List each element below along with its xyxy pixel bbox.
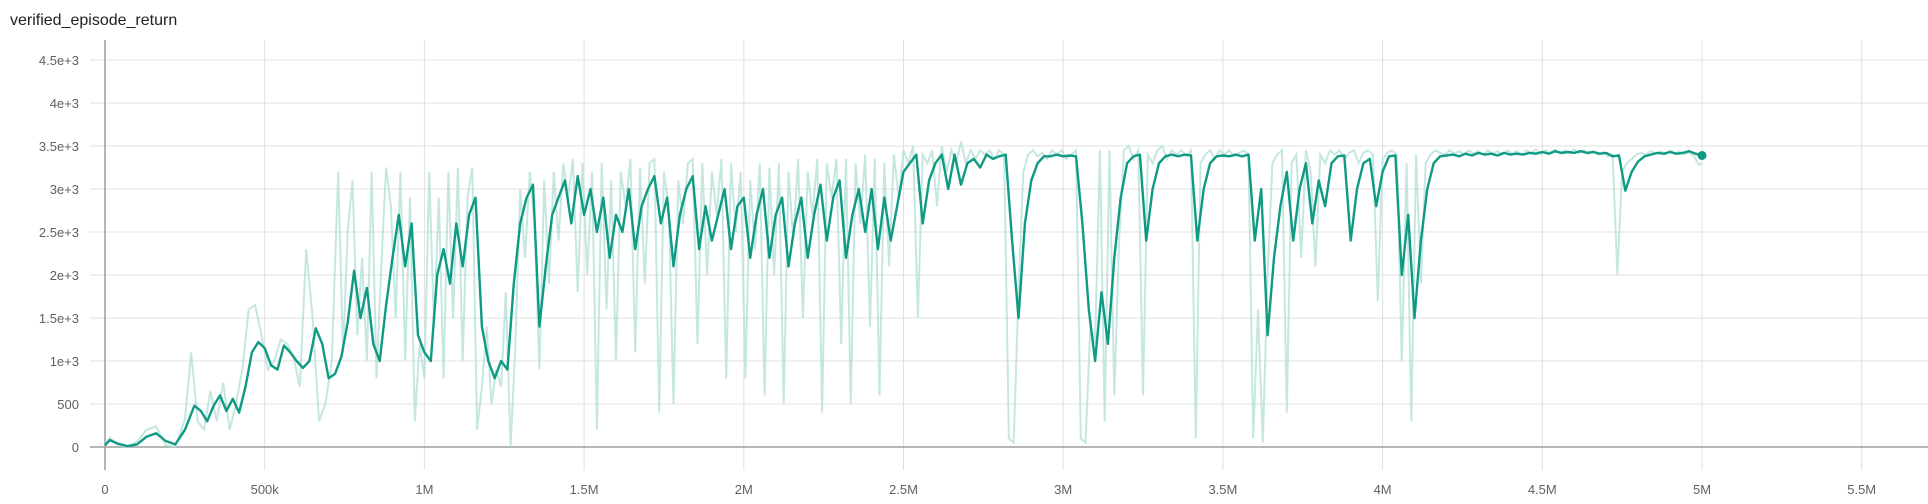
x-tick-label: 1.5M	[570, 482, 599, 497]
x-tick-label: 0	[101, 482, 108, 497]
x-tick-label: 4M	[1374, 482, 1392, 497]
y-tick-label: 2.5e+3	[39, 225, 79, 240]
y-tick-label: 500	[57, 397, 79, 412]
y-tick-label: 4.5e+3	[39, 53, 79, 68]
x-tick-label: 5M	[1693, 482, 1711, 497]
y-tick-label: 1e+3	[50, 354, 79, 369]
last-point-marker[interactable]	[1697, 150, 1707, 160]
y-tick-label: 3e+3	[50, 182, 79, 197]
chart-title: verified_episode_return	[10, 12, 178, 29]
y-tick-label: 0	[72, 440, 79, 455]
x-tick-label: 3.5M	[1208, 482, 1237, 497]
y-tick-label: 4e+3	[50, 96, 79, 111]
x-tick-label: 5.5M	[1847, 482, 1876, 497]
y-tick-label: 3.5e+3	[39, 139, 79, 154]
x-tick-label: 2M	[735, 482, 753, 497]
smoothed-series-line	[104, 150, 1703, 448]
axis-layer	[90, 40, 1928, 470]
y-tick-label: 1.5e+3	[39, 311, 79, 326]
x-tick-label: 3M	[1054, 482, 1072, 497]
x-tick-label: 1M	[415, 482, 433, 497]
x-tick-label: 500k	[251, 482, 280, 497]
x-tick-label: 4.5M	[1528, 482, 1557, 497]
y-tick-label: 2e+3	[50, 268, 79, 283]
x-tick-label: 2.5M	[889, 482, 918, 497]
series-layer	[104, 141, 1707, 449]
tick-label-layer: 0 500k 1M 1.5M 2M 2.5M 3M 3.5M 4M 4.5M 5M 5.5M 0 500 1…	[39, 53, 1876, 497]
